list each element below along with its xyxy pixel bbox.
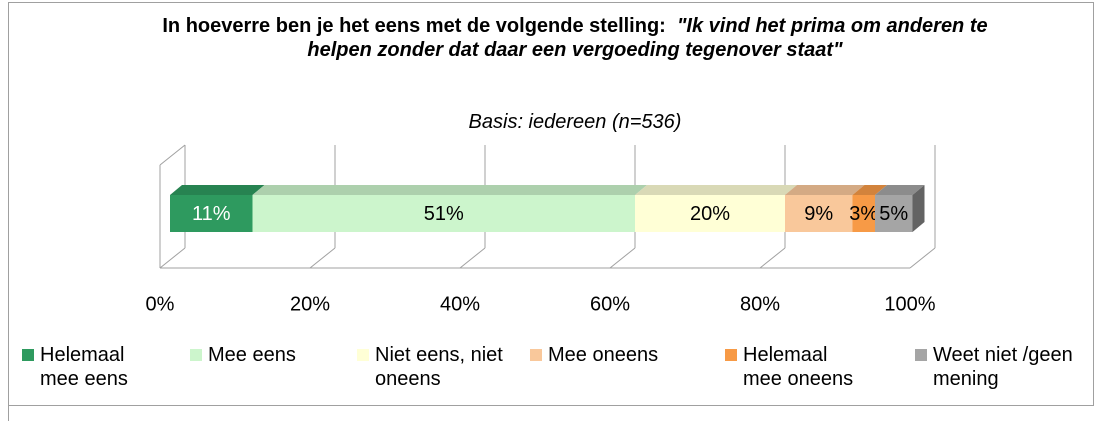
bar-top [170, 185, 265, 195]
x-tick-label: 20% [290, 293, 330, 315]
legend-swatch [22, 349, 34, 361]
x-tick-label: 80% [740, 293, 780, 315]
floor-line [309, 247, 336, 269]
legend-item: Helemaal mee oneens [725, 343, 885, 391]
legend-item: Helemaal mee eens [22, 343, 172, 391]
x-tick-label: 60% [590, 293, 630, 315]
floor-line [909, 247, 936, 269]
floor-line [159, 247, 186, 269]
floor-line [609, 247, 636, 269]
legend-swatch [530, 349, 542, 361]
x-tick-label: 0% [146, 293, 175, 315]
bar [852, 195, 875, 232]
floor-line [459, 247, 486, 269]
data-label: 11% [192, 203, 231, 225]
legend-item: Weet niet /geen mening [915, 343, 1095, 391]
bar-top [635, 185, 797, 195]
data-label: 3% [849, 203, 878, 225]
bar-top [252, 185, 647, 195]
legend-label: Helemaal mee oneens [743, 344, 854, 390]
chart-title: In hoeverre ben je het eens met de volge… [150, 14, 1000, 62]
bar-side [912, 185, 925, 232]
data-label: 51% [424, 203, 464, 225]
legend-item: Niet eens, niet oneens [357, 343, 507, 391]
legend-item: Mee eens [190, 343, 340, 367]
title-quote: "Ik vind het prima om anderen te helpen … [307, 15, 988, 61]
legend-item: Mee oneens [530, 343, 710, 367]
legend-swatch [725, 349, 737, 361]
bar [170, 195, 253, 232]
data-label: 5% [879, 203, 908, 225]
bar-top [875, 185, 925, 195]
wall-left-top [159, 144, 186, 166]
data-label: 20% [690, 203, 730, 225]
data-label: 9% [804, 203, 833, 225]
bar [252, 195, 635, 232]
bar-top [785, 185, 865, 195]
floor-line [759, 247, 786, 269]
bar [785, 195, 853, 232]
legend-label: Helemaal mee eens [40, 344, 128, 390]
legend-label: Niet eens, niet oneens [375, 344, 503, 390]
legend-label: Weet niet /geen mening [933, 344, 1073, 390]
frame [8, 2, 1094, 406]
legend-label: Mee eens [208, 344, 296, 366]
legend-swatch [357, 349, 369, 361]
legend-swatch [190, 349, 202, 361]
bar [875, 195, 913, 232]
legend-swatch [915, 349, 927, 361]
x-tick-label: 40% [440, 293, 480, 315]
bar [635, 195, 785, 232]
title-text: In hoeverre ben je het eens met de volge… [162, 15, 666, 37]
chart-subtitle: Basis: iedereen (n=536) [468, 111, 682, 133]
legend-label: Mee oneens [548, 344, 659, 366]
bar-top [852, 185, 887, 195]
x-tick-label: 100% [884, 293, 935, 315]
